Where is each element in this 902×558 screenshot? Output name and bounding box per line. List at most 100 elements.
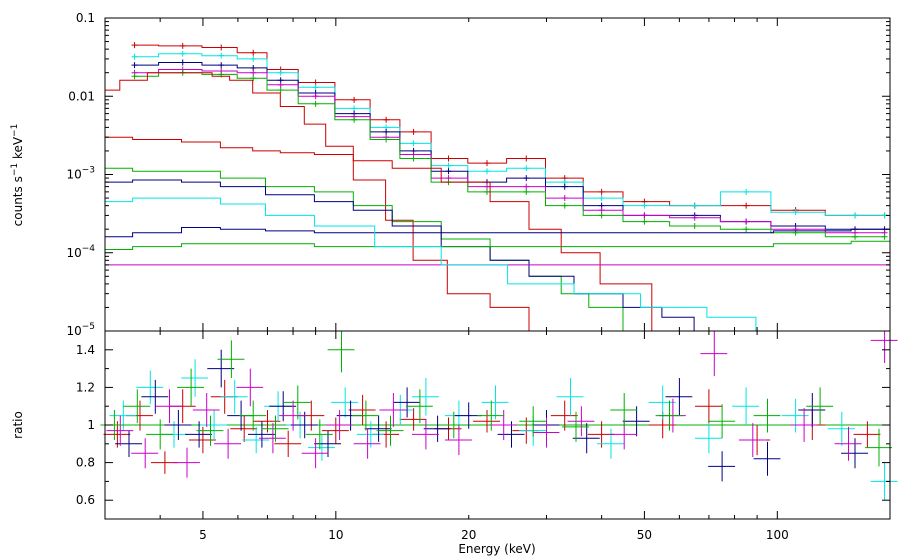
- ratio-point-ratio-navy: [572, 423, 600, 454]
- data-point-data-magenta: [691, 214, 698, 221]
- ratio-point-ratio-cyan: [556, 378, 584, 416]
- data-point-data-red: [250, 49, 257, 56]
- data-point-data-cyan: [523, 165, 530, 172]
- series-comp-navy-low: [105, 179, 709, 332]
- ratio-point-ratio-navy: [364, 415, 392, 442]
- data-point-data-cyan: [131, 53, 138, 60]
- data-point-data-magenta: [312, 93, 319, 100]
- ratio-point-ratio-green: [753, 398, 781, 433]
- data-point-data-red: [598, 188, 605, 195]
- ratio-point-ratio-navy: [622, 406, 650, 437]
- y-tick-label: 0.1: [76, 11, 95, 25]
- ratio-point-ratio-magenta: [173, 447, 200, 478]
- ratio-point-ratio-navy: [207, 349, 235, 388]
- data-point-data-green: [250, 75, 257, 82]
- ratio-point-ratio-navy: [753, 441, 781, 476]
- data-point-data-navy: [523, 175, 530, 182]
- data-point-data-red: [484, 160, 491, 167]
- ratio-point-ratio-green: [405, 389, 433, 424]
- ratio-point-ratio-magenta: [236, 368, 264, 407]
- ratio-point-ratio-red: [550, 400, 578, 431]
- x-tick-label: 5: [199, 528, 207, 542]
- ratio-point-ratio-cyan: [109, 400, 137, 431]
- data-point-data-red: [218, 44, 225, 51]
- ratio-point-ratio-green: [305, 419, 333, 450]
- data-point-data-green: [691, 222, 698, 229]
- ratio-tick-layer: 5 10 20 50 100 0.6 0.8 1 1.2 1.4: [76, 330, 890, 542]
- data-point-data-green: [383, 136, 390, 143]
- ratio-point-ratio-cyan: [331, 387, 359, 418]
- ratio-point-ratio-magenta: [192, 393, 220, 427]
- ratio-point-ratio-magenta: [700, 331, 728, 377]
- ratio-point-ratio-magenta: [870, 331, 898, 363]
- ratio-point-ratio-navy: [269, 391, 297, 422]
- ratio-point-ratio-navy: [798, 393, 826, 427]
- data-point-data-green: [743, 226, 750, 233]
- y-tick-label: 1.4: [76, 343, 95, 357]
- data-point-data-green: [852, 233, 859, 240]
- ratio-point-ratio-magenta: [106, 415, 134, 446]
- ratio-point-ratio-cyan: [732, 387, 760, 425]
- data-point-data-red: [351, 96, 358, 103]
- ratio-point-ratio-navy: [423, 415, 451, 442]
- data-point-data-green: [484, 188, 491, 195]
- ratio-y-axis-title: ratio: [11, 411, 25, 439]
- y-tick-label: 0.6: [76, 493, 95, 507]
- ratio-panel: 5 10 20 50 100 0.6 0.8 1 1.2 1.4 ratio Energy (ke…: [11, 330, 898, 556]
- ratio-point-ratio-green: [477, 400, 505, 431]
- data-point-data-green: [131, 73, 138, 80]
- ratio-point-ratio-magenta: [445, 425, 472, 456]
- ratio-point-ratio-green: [146, 419, 174, 450]
- x-axis-title: Energy (keV): [458, 542, 535, 556]
- data-point-data-magenta: [561, 195, 568, 202]
- data-point-data-magenta: [484, 183, 491, 190]
- data-point-data-cyan: [743, 188, 750, 195]
- data-point-data-green: [561, 202, 568, 209]
- series-comp-navy-flat: [105, 227, 890, 238]
- ratio-point-ratio-navy: [841, 438, 868, 469]
- data-point-data-green: [641, 218, 648, 225]
- data-point-data-navy: [383, 128, 390, 135]
- ratio-point-ratio-green: [376, 415, 404, 446]
- ratio-point-ratio-magenta: [325, 410, 353, 440]
- ratio-point-ratio-green: [217, 340, 245, 378]
- data-point-data-navy: [561, 183, 568, 190]
- data-point-data-red: [179, 42, 186, 49]
- data-point-data-magenta: [743, 218, 750, 225]
- y-tick-label: 1.2: [76, 380, 95, 394]
- ratio-point-ratio-magenta: [532, 417, 560, 448]
- y-tick-label: 0.01: [68, 89, 95, 103]
- data-point-data-red: [383, 116, 390, 123]
- ratio-point-ratio-red: [189, 426, 216, 454]
- ratio-point-ratio-cyan: [308, 434, 335, 461]
- data-point-data-green: [881, 233, 888, 240]
- data-point-data-navy: [179, 59, 186, 66]
- ratio-point-ratio-red: [321, 417, 349, 444]
- ratio-point-ratio-navy: [248, 421, 275, 448]
- ratio-point-ratio-red: [853, 421, 881, 448]
- ratio-point-ratio-green: [261, 415, 289, 442]
- data-point-data-magenta: [598, 207, 605, 214]
- ratio-point-ratio-green: [283, 385, 311, 420]
- ratio-point-ratio-cyan: [695, 423, 722, 454]
- x-tick-label: 50: [637, 528, 652, 542]
- ratio-point-ratio-navy: [314, 430, 341, 457]
- spectrum-panel: 0.1 0.01 10−3 10−4 10−5 counts s−1 keV−1: [10, 11, 891, 338]
- data-point-data-cyan: [250, 55, 257, 62]
- ratio-point-ratio-cyan: [412, 378, 439, 416]
- ratio-point-ratio-magenta: [258, 423, 286, 454]
- ratio-point-ratio-green: [439, 411, 467, 439]
- ratio-point-ratio-magenta: [738, 423, 766, 457]
- data-point-data-green: [351, 116, 358, 123]
- ratio-point-ratio-cyan: [481, 385, 509, 420]
- ratio-point-ratio-cyan: [136, 370, 164, 405]
- ratio-point-ratio-magenta: [379, 393, 407, 427]
- ratio-point-ratio-magenta: [567, 406, 595, 437]
- ratio-point-ratio-magenta: [353, 428, 381, 459]
- ratio-point-ratio-green: [865, 428, 892, 467]
- data-point-data-green: [598, 212, 605, 219]
- ratio-point-ratio-magenta: [834, 426, 862, 461]
- data-point-data-red: [523, 155, 530, 162]
- ratio-point-ratio-red: [103, 421, 131, 448]
- ratio-point-ratio-magenta: [412, 419, 439, 450]
